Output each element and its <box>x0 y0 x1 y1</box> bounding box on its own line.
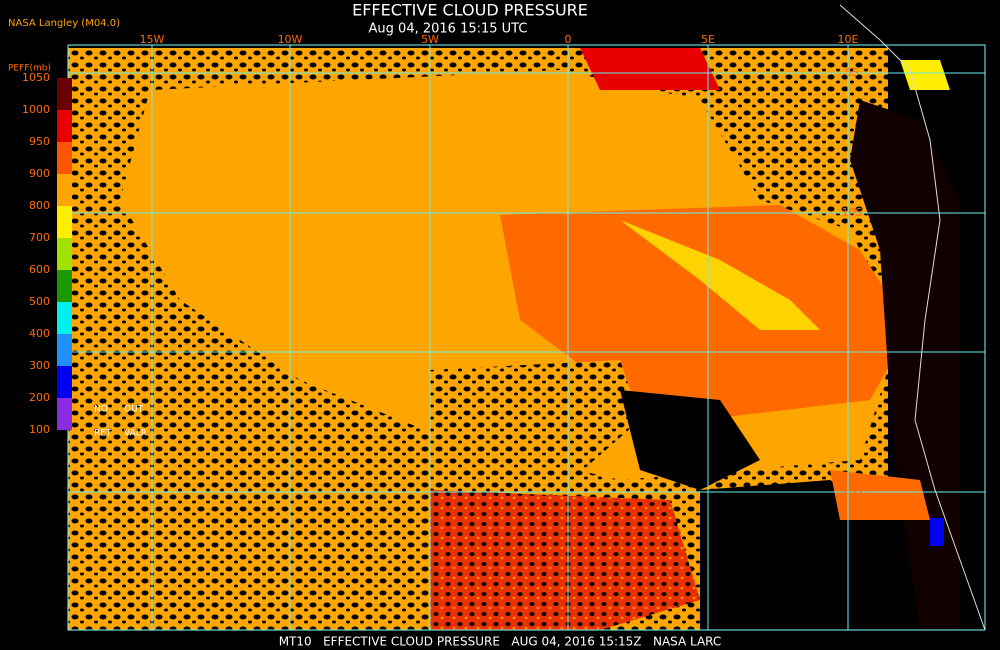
legend-swatch <box>57 78 72 110</box>
cloud-red <box>430 490 700 630</box>
cloud-field <box>68 4 986 631</box>
latitude-label: 10S <box>842 206 863 219</box>
legend-swatch <box>57 270 72 302</box>
subtitle: Aug 04, 2016 15:15 UTC <box>369 22 528 37</box>
clear-sky <box>620 390 760 490</box>
legend-swatch <box>57 206 72 238</box>
legend-swatch <box>57 174 72 206</box>
legend-title: PEFF(mb) <box>8 64 51 74</box>
cloud-yellow <box>900 60 950 90</box>
latitude-label: 20S <box>842 485 863 498</box>
longitude-label: 0 <box>565 33 572 46</box>
legend-swatch <box>57 142 72 174</box>
color-legend: 1050 1000 950 900 800 700 600 500 400 300 200 100 <box>22 71 72 436</box>
legend-tick-label: 200 <box>29 391 50 404</box>
longitude-label: 5E <box>701 33 715 46</box>
legend-tick-label: 800 <box>29 199 50 212</box>
legend-swatch <box>57 366 72 398</box>
land <box>850 100 960 630</box>
legend-swatch <box>57 302 72 334</box>
legend-note: VALR <box>124 429 147 439</box>
latitude-label: 15S <box>842 345 863 358</box>
grid: 15W 10W 5W 0 5E 10E 5S 10S 15S 20S <box>68 33 985 630</box>
legend-swatch <box>57 398 72 430</box>
legend-tick-label: 700 <box>29 231 50 244</box>
legend-note: OUT <box>124 405 144 415</box>
legend-tick-label: 300 <box>29 359 50 372</box>
longitude-label: 15W <box>140 33 165 46</box>
legend-tick-label: 950 <box>29 135 50 148</box>
legend-tick-label: 900 <box>29 167 50 180</box>
cloud-high <box>830 470 930 520</box>
cloud-blue <box>930 518 944 546</box>
longitude-label: 10W <box>278 33 303 46</box>
legend-tick-label: 600 <box>29 263 50 276</box>
legend-note: RET <box>94 429 112 439</box>
legend-swatch <box>57 110 72 142</box>
title: EFFECTIVE CLOUD PRESSURE <box>352 1 588 20</box>
source-label: NASA Langley (M04.0) <box>8 18 120 29</box>
legend-swatch <box>57 238 72 270</box>
legend-tick-label: 500 <box>29 295 50 308</box>
cloud-red <box>580 48 720 90</box>
coastline <box>839 4 986 631</box>
legend-note: NO <box>94 405 108 415</box>
legend-swatch <box>57 334 72 366</box>
longitude-label: 10E <box>838 33 859 46</box>
cloud-yellow <box>620 220 820 330</box>
longitude-label: 5W <box>421 33 439 46</box>
cloud-cells-mid <box>430 360 640 490</box>
legend-tick-label: 1000 <box>22 103 50 116</box>
latitude-label: 5S <box>845 66 859 79</box>
legend-tick-label: 400 <box>29 327 50 340</box>
footer: MT10 EFFECTIVE CLOUD PRESSURE AUG 04, 20… <box>279 635 722 649</box>
legend-tick-label: 100 <box>29 423 50 436</box>
legend-tick-label: 1050 <box>22 71 50 84</box>
